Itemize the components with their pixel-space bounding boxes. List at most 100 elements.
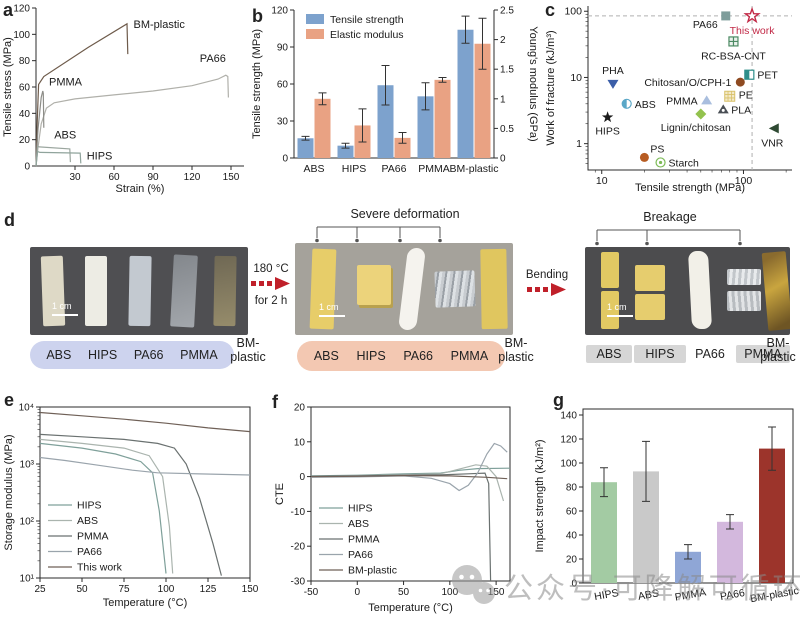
- label-hips: HIPS: [634, 345, 686, 363]
- right-tick-label: 1: [500, 94, 506, 105]
- category-label: HIPS: [342, 163, 367, 175]
- scalebar: 1 cm: [52, 302, 78, 316]
- label-pmma: PMMA: [180, 348, 218, 362]
- error-bar: [768, 426, 776, 471]
- label-pmma: PMMA: [736, 345, 790, 363]
- bar-Elastic modulus-ABS: [314, 98, 331, 158]
- error-bar: [726, 514, 734, 530]
- label-abs: ABS: [313, 349, 339, 363]
- sample-strip-abs-piece1: [601, 252, 619, 288]
- point-label-This work: This work: [730, 25, 776, 37]
- plot-frame: [310, 406, 511, 582]
- point-label-VNR: VNR: [761, 137, 784, 149]
- y-tick-label: 10: [294, 437, 306, 448]
- sample-strip-hips: [85, 256, 107, 326]
- panel-label-e: e: [4, 390, 15, 410]
- y-axis-label: Work of fracture (kJ/m³): [545, 30, 557, 145]
- marker-VNR: [768, 123, 779, 134]
- x-tick-label: 60: [108, 172, 120, 183]
- scalebar-text: 1 cm: [52, 301, 72, 311]
- right-axis-label: Young's modulus (GPa): [527, 26, 539, 141]
- y-tick-label: 20: [294, 403, 306, 414]
- y-tick-label: 40: [19, 109, 31, 120]
- panel-label-a: a: [3, 0, 14, 20]
- series-PMMA: [39, 433, 222, 576]
- series-ABS: [39, 438, 174, 574]
- sample-strip-abs: [309, 248, 337, 330]
- photo-after-heating: 1 cm: [295, 243, 513, 335]
- bar-Elastic modulus-BM-plastic: [474, 43, 491, 158]
- y-tick-label: 1: [576, 138, 582, 150]
- series-ABS: [310, 464, 505, 502]
- label-bm-plastic: BM-plastic: [498, 336, 534, 365]
- y-tick-label: 60: [19, 83, 31, 94]
- legend-label-PA66: PA66: [77, 546, 102, 558]
- bar-Tensile strength-ABS: [297, 138, 314, 158]
- marker-HIPS: [601, 111, 614, 123]
- y-tick-label: 0: [299, 472, 305, 483]
- point-label-PE: PE: [739, 89, 753, 101]
- right-tick-label: 0: [500, 154, 506, 165]
- left-tick-label: 0: [282, 154, 288, 165]
- right-tick-label: 0.5: [500, 124, 514, 135]
- series-PMMA: [35, 90, 45, 167]
- y-axis-label: CTE: [274, 483, 286, 505]
- x-axis-label: Temperature (°C): [103, 597, 187, 609]
- sample-strip-bm: [480, 248, 508, 330]
- marker-PLA: [717, 104, 729, 114]
- point-label-RC-BSA-CNT: RC-BSA-CNT: [701, 50, 766, 62]
- error-bar: [341, 142, 350, 149]
- x-tick-label: 150: [242, 584, 259, 595]
- x-axis-label: Temperature (°C): [368, 602, 452, 614]
- series-This work: [39, 411, 251, 433]
- marker-Chitosan/O/CPH-1: [735, 77, 745, 87]
- stage1-label-pill: ABS HIPS PA66 PMMA: [30, 341, 234, 369]
- category-label: ABS: [303, 163, 324, 175]
- scalebar-text: 1 cm: [319, 302, 339, 312]
- point-label-PLA: PLA: [731, 104, 751, 116]
- sample-strip-pmma: [434, 270, 476, 308]
- error-bar: [318, 92, 327, 106]
- scalebar: 1 cm: [319, 303, 345, 317]
- sample-strip-pmma: [170, 254, 198, 328]
- chart-c-fracture-scatter: 10 100 1 10 100 PA66 This work RC-BSA-CNT PET Chi…: [545, 6, 792, 194]
- marker-dot-PLA: [721, 108, 725, 112]
- label-pmma: PMMA: [450, 349, 489, 363]
- sample-strip-hips-piece1: [635, 265, 665, 291]
- category-label-PA66: PA66: [719, 587, 746, 603]
- marker-plus-RC-BSA-CNT: [728, 36, 738, 46]
- sample-strip-pa66: [687, 251, 713, 329]
- y-tick-label: -10: [291, 507, 306, 518]
- y-tick-label: 100: [13, 30, 30, 41]
- point-label-PS: PS: [650, 143, 664, 155]
- y-tick-label: 120: [13, 4, 30, 15]
- y-tick-label: 100: [560, 459, 577, 470]
- series-label-BM-plastic: BM-plastic: [134, 19, 186, 31]
- legend-label-Elastic modulus: Elastic modulus: [330, 29, 404, 41]
- error-bar: [600, 467, 608, 498]
- x-tick-label: 150: [488, 587, 505, 598]
- series-HIPS: [35, 150, 82, 167]
- right-tick-label: 2: [500, 35, 506, 46]
- series-label-ABS: ABS: [54, 129, 76, 141]
- x-tick-label: -50: [304, 587, 319, 598]
- category-label-BM-plastic: BM-plastic: [749, 585, 799, 605]
- chart-b-strength-modulus: 0 30 60 90 120 0 0.5 1 1.5 2 2.5 ABS HIPS PA66 PMMA BM-…: [251, 6, 539, 176]
- x-tick-label: 50: [76, 584, 88, 595]
- category-label-HIPS: HIPS: [593, 587, 619, 603]
- panel-d-photos: 1 cm ABS HIPS PA66 PMMA BM-plastic 180 °…: [0, 197, 800, 387]
- left-tick-label: 120: [271, 6, 288, 17]
- label-bm-plastic: BM-plastic: [760, 336, 796, 365]
- x-tick-label: 100: [158, 584, 175, 595]
- category-label: PMMA: [418, 163, 450, 175]
- heating-temp-text: 180 °C: [253, 263, 289, 275]
- y-axis-label: Impact strength (kJ/m²): [534, 439, 546, 552]
- category-label-ABS: ABS: [637, 587, 660, 602]
- left-axis-label: Tensile strength (MPa): [251, 29, 263, 139]
- plot-axes: [587, 6, 792, 171]
- label-pa66: PA66: [133, 348, 164, 362]
- error-bar: [358, 108, 367, 143]
- legend-label-HIPS: HIPS: [77, 500, 102, 512]
- sample-strip-pa66: [128, 255, 152, 327]
- marker-This work: [743, 6, 761, 24]
